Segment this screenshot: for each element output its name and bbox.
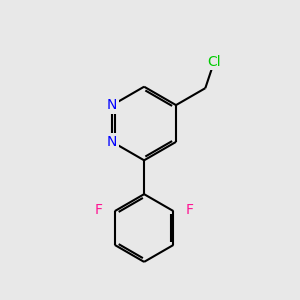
Text: N: N: [107, 135, 117, 149]
Text: Cl: Cl: [207, 55, 221, 69]
Text: F: F: [186, 202, 194, 217]
Text: F: F: [94, 202, 103, 217]
Text: N: N: [107, 98, 117, 112]
